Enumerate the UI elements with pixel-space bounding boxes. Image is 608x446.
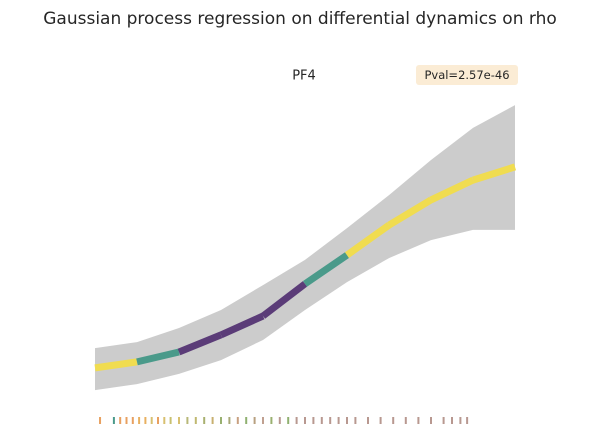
- trend-segment: [344, 222, 392, 258]
- subtitle: PF4: [292, 69, 316, 84]
- trend-segment: [303, 252, 349, 287]
- trend-segment: [94, 358, 138, 372]
- trend-segment: [429, 176, 475, 204]
- chart-title: Gaussian process regression on different…: [43, 9, 557, 29]
- trend-segment: [471, 163, 517, 184]
- annotation: Pval=2.57e-46: [424, 68, 509, 82]
- confidence-band: [95, 105, 515, 391]
- annotation-box: [416, 65, 518, 85]
- trend-segment: [219, 312, 265, 339]
- trend-segment: [136, 348, 180, 366]
- trend-segment: [177, 331, 223, 356]
- trend-segment: [260, 281, 308, 319]
- trend-segment: [387, 196, 433, 229]
